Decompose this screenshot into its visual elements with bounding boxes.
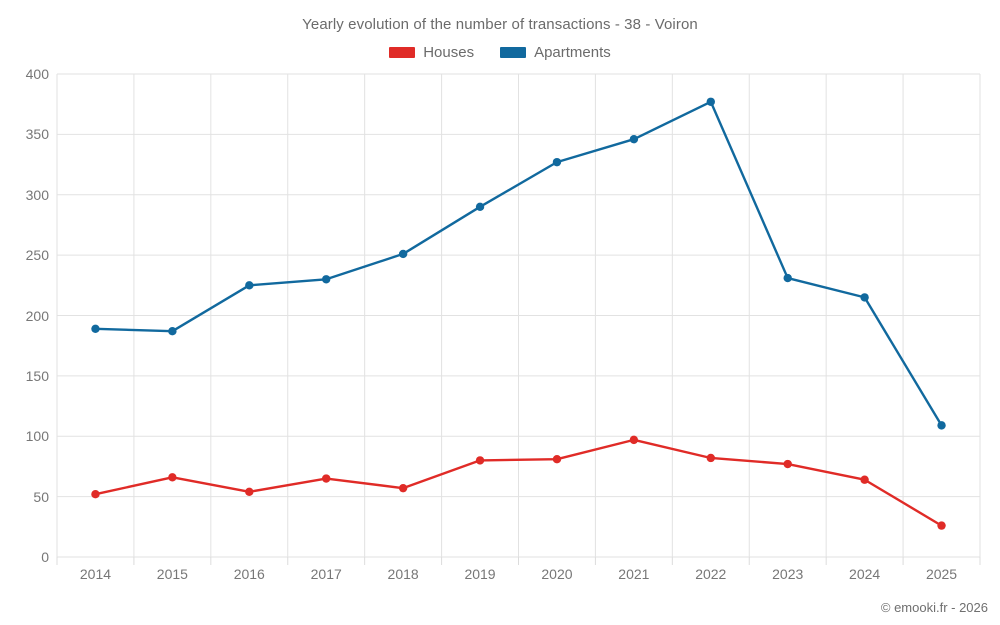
data-point-marker[interactable] bbox=[168, 473, 177, 482]
legend-swatch-icon bbox=[500, 47, 527, 58]
x-axis-tick-label: 2024 bbox=[849, 566, 881, 582]
y-axis-tick-label: 50 bbox=[33, 488, 49, 505]
data-point-marker[interactable] bbox=[552, 454, 562, 464]
legend-item-label: Apartments bbox=[534, 44, 611, 61]
series-line-houses bbox=[94, 438, 943, 527]
y-axis-tick-label: 350 bbox=[25, 126, 49, 143]
x-axis-tick-label: 2021 bbox=[618, 566, 650, 582]
data-point-marker[interactable] bbox=[706, 97, 715, 106]
data-point-marker[interactable] bbox=[322, 474, 331, 483]
legend-item-apartments[interactable]: Apartments bbox=[500, 44, 611, 61]
x-axis-tick-label: 2014 bbox=[79, 566, 112, 582]
x-axis-tick-label: 2019 bbox=[464, 566, 496, 582]
data-point-marker[interactable] bbox=[629, 435, 639, 445]
data-point-marker[interactable] bbox=[475, 456, 485, 465]
x-axis-tick-label: 2016 bbox=[233, 566, 265, 582]
x-axis-tick-label: 2018 bbox=[387, 566, 419, 582]
y-axis-tick-label: 300 bbox=[25, 186, 49, 203]
y-axis-tick-label: 400 bbox=[25, 66, 49, 82]
data-point-marker[interactable] bbox=[91, 324, 100, 333]
data-point-marker[interactable] bbox=[91, 490, 100, 499]
y-axis-tick-label: 150 bbox=[25, 367, 49, 384]
x-axis-tick-label: 2017 bbox=[310, 566, 342, 582]
data-point-marker[interactable] bbox=[245, 281, 254, 290]
data-point-marker[interactable] bbox=[783, 273, 792, 283]
data-point-marker[interactable] bbox=[860, 293, 869, 302]
legend-swatch-icon bbox=[389, 47, 416, 58]
data-point-marker[interactable] bbox=[245, 487, 254, 496]
data-point-marker[interactable] bbox=[629, 135, 639, 144]
x-axis-tick-label: 2022 bbox=[695, 566, 727, 582]
data-point-marker[interactable] bbox=[475, 202, 485, 212]
x-axis-tick-labels: 2014 2015 2016 2017 2018 2019 2020 2021 2022 2023… bbox=[0, 566, 1000, 590]
data-point-marker[interactable] bbox=[552, 157, 562, 167]
x-axis-tick-label: 2015 bbox=[156, 566, 188, 582]
y-axis-tick-label: 250 bbox=[25, 247, 49, 264]
data-point-marker[interactable] bbox=[398, 249, 408, 259]
data-point-marker[interactable] bbox=[322, 275, 331, 284]
legend-item-label: Houses bbox=[423, 44, 475, 61]
data-point-marker[interactable] bbox=[783, 459, 792, 469]
y-axis-tick-label: 200 bbox=[25, 307, 49, 324]
chart-legend: Houses Apartments bbox=[0, 44, 1000, 61]
data-point-marker[interactable] bbox=[398, 483, 408, 493]
footer-credit: © emooki.fr - 2026 bbox=[880, 600, 988, 615]
chart-title: Yearly evolution of the number of transa… bbox=[302, 16, 698, 33]
x-axis-tick-label: 2023 bbox=[772, 566, 804, 582]
series-line-apartments bbox=[94, 100, 943, 427]
data-point-marker[interactable] bbox=[937, 421, 946, 430]
data-point-marker[interactable] bbox=[860, 475, 869, 484]
y-axis-tick-label: 0 bbox=[41, 549, 49, 565]
x-axis-tick-label: 2020 bbox=[541, 566, 573, 582]
x-axis-tick-label: 2025 bbox=[925, 566, 958, 582]
legend-item-houses[interactable]: Houses bbox=[389, 44, 474, 61]
data-point-marker[interactable] bbox=[937, 521, 946, 530]
y-axis-tick-label: 100 bbox=[25, 428, 49, 445]
y-axis-tick-labels: 0 50 100 150 200 250 300 350 400 bbox=[0, 0, 49, 625]
data-point-marker[interactable] bbox=[168, 326, 177, 336]
data-point-marker[interactable] bbox=[706, 453, 715, 463]
